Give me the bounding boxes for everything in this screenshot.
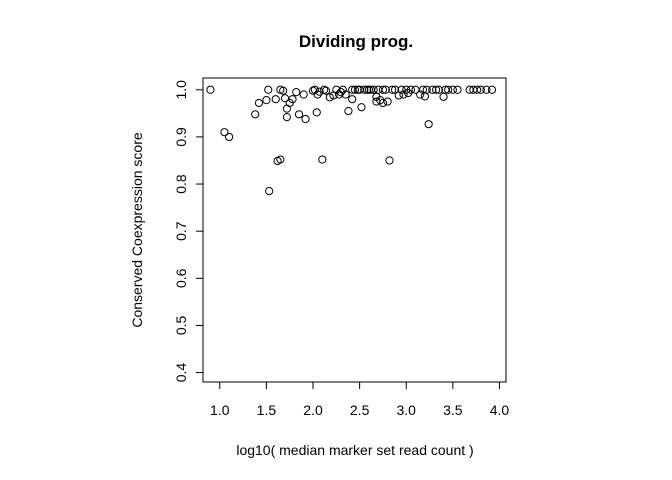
x-tick-label: 4.0 — [490, 402, 510, 418]
data-point — [444, 85, 453, 94]
data-point — [251, 110, 260, 119]
data-point — [265, 187, 274, 196]
data-point — [320, 85, 329, 94]
data-point — [344, 106, 353, 116]
data-point — [399, 90, 408, 99]
data-point — [383, 97, 392, 106]
data-point — [332, 85, 341, 94]
data-point — [406, 85, 416, 94]
x-tick-label: 2.5 — [350, 402, 370, 418]
y-axis-label: Conserved Coexpression score — [129, 132, 145, 328]
data-point — [453, 85, 462, 94]
data-point — [424, 120, 433, 129]
data-point — [482, 85, 491, 94]
data-point — [378, 85, 388, 94]
data-point — [254, 98, 264, 108]
x-axis-label: log10( median marker set read count ) — [236, 442, 473, 458]
data-point — [378, 98, 388, 108]
data-point — [388, 85, 397, 94]
data-point — [357, 103, 366, 112]
data-points — [206, 85, 497, 196]
data-point — [315, 87, 324, 96]
data-point — [434, 85, 443, 94]
data-point — [225, 132, 234, 142]
data-point — [264, 85, 273, 94]
data-point — [369, 85, 378, 94]
y-tick-label: 1.0 — [173, 80, 189, 100]
data-point — [411, 85, 420, 94]
y-axis: 0.4 0.5 0.6 0.7 0.8 0.9 1.0 — [173, 80, 204, 383]
y-tick-label: 0.4 — [173, 363, 189, 383]
x-tick-label: 1.0 — [210, 402, 230, 418]
data-point — [472, 85, 482, 94]
x-tick-label: 1.5 — [257, 402, 277, 418]
data-point — [262, 96, 271, 105]
data-point — [416, 90, 425, 99]
x-tick-label: 3.5 — [443, 402, 463, 418]
data-point — [282, 113, 292, 122]
data-point — [448, 85, 457, 94]
data-point — [348, 95, 357, 104]
data-point — [338, 85, 347, 94]
x-axis: 1.0 1.5 2.0 2.5 3.0 3.5 4.0 — [210, 381, 510, 418]
data-point — [280, 94, 290, 103]
data-point — [476, 85, 485, 94]
data-point — [360, 85, 369, 94]
data-point — [439, 92, 448, 101]
data-point — [390, 85, 400, 94]
data-point — [376, 96, 385, 105]
data-point — [312, 108, 321, 117]
data-point — [321, 86, 331, 95]
data-point — [341, 90, 350, 99]
data-point — [350, 85, 360, 94]
data-point — [279, 86, 288, 95]
chart-title: Dividing prog. — [299, 32, 413, 51]
data-point — [420, 92, 429, 101]
data-point — [271, 95, 280, 104]
data-point — [336, 88, 346, 97]
data-point — [431, 85, 441, 94]
x-tick-label: 3.0 — [397, 402, 417, 418]
data-point — [294, 110, 304, 119]
data-point — [276, 155, 285, 164]
data-point — [385, 156, 394, 165]
x-tick-label: 2.0 — [303, 402, 323, 418]
data-point — [310, 85, 319, 94]
data-point — [325, 93, 334, 102]
data-point — [487, 85, 497, 94]
data-point — [428, 85, 437, 94]
y-tick-label: 0.7 — [173, 221, 189, 241]
data-point — [220, 128, 229, 137]
data-point — [288, 95, 297, 104]
plot-frame — [202, 77, 507, 383]
data-point — [381, 85, 390, 94]
data-point — [299, 90, 308, 99]
data-point — [206, 85, 215, 94]
data-point — [292, 88, 301, 97]
y-tick-label: 0.6 — [173, 268, 189, 288]
y-tick-label: 0.5 — [173, 316, 189, 336]
y-tick-label: 0.9 — [173, 127, 189, 147]
data-point — [397, 85, 406, 94]
data-point — [422, 85, 431, 94]
data-point — [318, 155, 327, 164]
data-point — [301, 114, 310, 124]
y-tick-label: 0.8 — [173, 174, 189, 194]
